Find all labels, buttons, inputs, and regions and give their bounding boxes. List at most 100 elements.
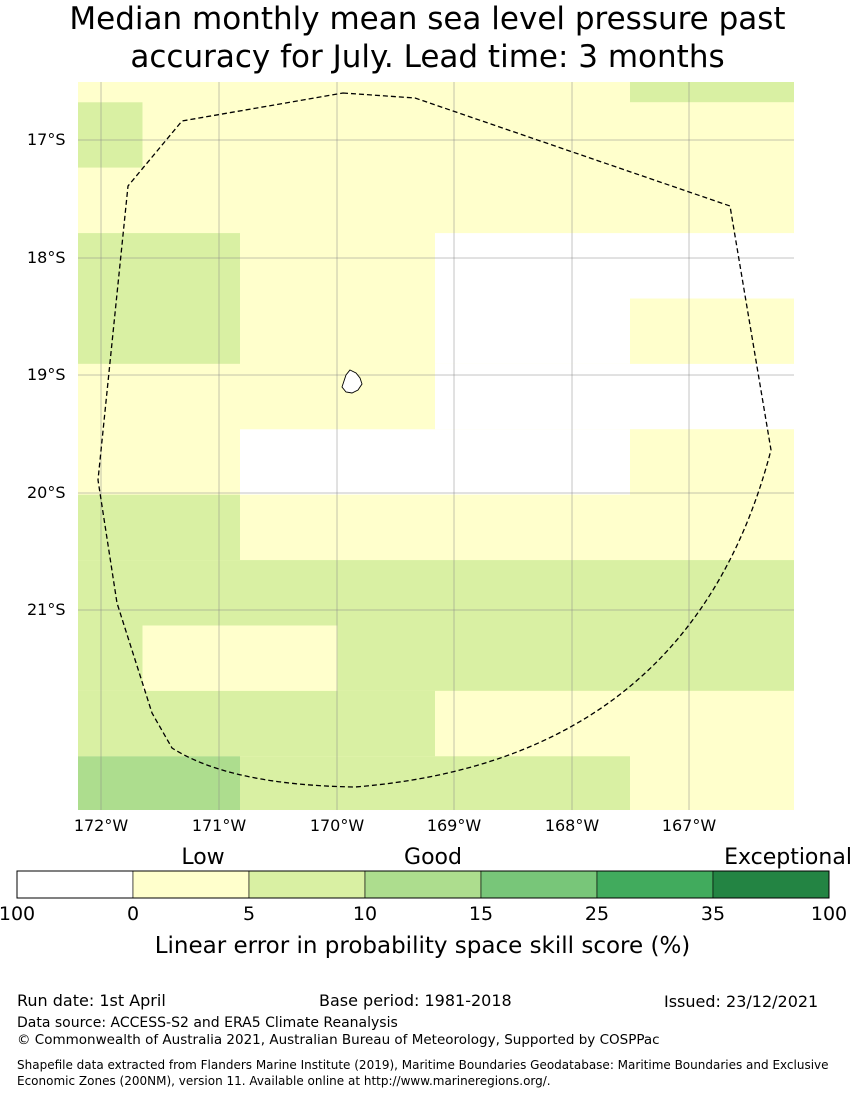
grid-cell <box>435 560 533 626</box>
grid-cell <box>727 690 794 757</box>
colorbar-segment <box>248 870 366 899</box>
grid-cell <box>435 429 533 495</box>
grid-cell <box>142 429 240 495</box>
colorbar-tick-label: 25 <box>584 903 610 925</box>
grid-cells <box>78 82 794 810</box>
colorbar-tick-label: 10 <box>352 903 378 925</box>
grid-cell <box>78 233 143 299</box>
grid-cell <box>337 167 435 234</box>
grid-cell <box>435 167 533 234</box>
copyright: © Commonwealth of Australia 2021, Austra… <box>17 1032 660 1048</box>
grid-cell <box>532 298 630 364</box>
map-gridlines <box>78 82 794 810</box>
colorbar-tick-label: 15 <box>468 903 494 925</box>
base-period: Base period: 1981-2018 <box>319 991 512 1010</box>
grid-cell <box>142 690 240 757</box>
grid-cell <box>337 560 435 626</box>
grid-cell <box>142 625 240 691</box>
grid-cell <box>337 298 435 364</box>
category-label-low: Low <box>181 845 225 870</box>
grid-cell <box>727 102 794 168</box>
grid-cell <box>727 494 794 561</box>
colorbar-tick-label: 35 <box>700 903 726 925</box>
longitude-label: 172°W <box>73 816 129 835</box>
grid-cell <box>240 233 338 299</box>
eez-boundary <box>97 92 772 788</box>
grid-cell <box>337 625 435 691</box>
grid-cell <box>337 233 435 299</box>
grid-cell <box>727 82 794 103</box>
grid-cell <box>142 82 240 103</box>
latitude-label: 19°S <box>27 365 66 384</box>
grid-cell <box>532 560 630 626</box>
grid-cell <box>630 690 728 757</box>
grid-cell <box>337 690 435 757</box>
issued-date: Issued: 23/12/2021 <box>664 992 819 1011</box>
grid-cell <box>435 298 533 364</box>
category-label-exceptional: Exceptional <box>724 845 852 870</box>
skill-map <box>78 82 794 810</box>
grid-cell <box>337 102 435 168</box>
longitude-label: 167°W <box>661 816 717 835</box>
grid-cell <box>630 560 728 626</box>
grid-cell <box>727 233 794 299</box>
longitude-label: 169°W <box>426 816 482 835</box>
colorbar-segments <box>16 870 830 899</box>
grid-cell <box>142 560 240 626</box>
colorbar-segment <box>480 870 598 899</box>
grid-cell <box>532 429 630 495</box>
grid-cell <box>142 756 240 810</box>
chart-title: Median monthly mean sea level pressure p… <box>0 0 855 76</box>
grid-cell <box>532 233 630 299</box>
colorbar-segment <box>16 870 134 899</box>
colorbar-title: Linear error in probability space skill … <box>154 933 691 959</box>
latitude-label: 17°S <box>27 130 66 149</box>
grid-cell <box>240 690 338 757</box>
grid-cell <box>435 233 533 299</box>
grid-cell <box>78 429 143 495</box>
grid-cell <box>337 429 435 495</box>
grid-cell <box>78 560 143 626</box>
grid-cell <box>630 82 728 103</box>
grid-cell <box>532 102 630 168</box>
grid-cell <box>78 494 143 561</box>
grid-cell <box>532 690 630 757</box>
grid-cell <box>78 756 143 810</box>
grid-cell <box>630 625 728 691</box>
grid-cell <box>435 102 533 168</box>
grid-cell <box>532 625 630 691</box>
grid-cell <box>727 756 794 810</box>
grid-cell <box>142 167 240 234</box>
latitude-label: 20°S <box>27 483 66 502</box>
grid-cell <box>78 102 143 168</box>
colorbar-tick-label: 0 <box>126 903 140 925</box>
grid-cell <box>630 494 728 561</box>
grid-cell <box>337 494 435 561</box>
grid-cell <box>240 167 338 234</box>
colorbar-segment <box>596 870 714 899</box>
niue-island <box>341 369 363 394</box>
longitude-label: 170°W <box>309 816 365 835</box>
grid-cell <box>727 167 794 234</box>
longitude-label: 171°W <box>191 816 247 835</box>
grid-cell <box>337 756 435 810</box>
grid-cell <box>435 756 533 810</box>
grid-cell <box>240 560 338 626</box>
shapefile-credit: Shapefile data extracted from Flanders M… <box>17 1058 829 1088</box>
grid-cell <box>78 690 143 757</box>
grid-cell <box>630 756 728 810</box>
grid-cell <box>630 429 728 495</box>
grid-cell <box>630 102 728 168</box>
run-date: Run date: 1st April <box>17 991 166 1010</box>
grid-cell <box>727 560 794 626</box>
grid-cell <box>630 233 728 299</box>
data-source: Data source: ACCESS-S2 and ERA5 Climate … <box>17 1015 398 1031</box>
colorbar-tick-label: 5 <box>242 903 256 925</box>
title-line-2: accuracy for July. Lead time: 3 months <box>130 39 725 75</box>
grid-cell <box>240 429 338 495</box>
category-label-good: Good <box>404 845 462 870</box>
grid-cell <box>435 690 533 757</box>
latitude-label: 21°S <box>27 600 66 619</box>
grid-cell <box>727 298 794 364</box>
grid-cell <box>240 494 338 561</box>
